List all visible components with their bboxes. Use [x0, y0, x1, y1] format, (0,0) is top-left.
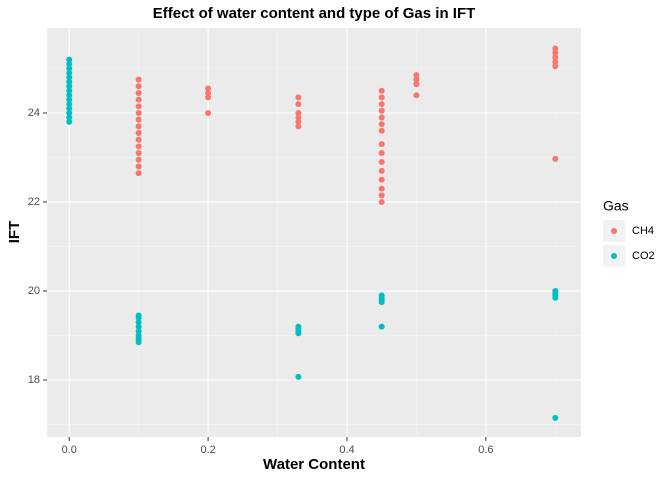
x-tick-label: 0.2	[200, 444, 215, 456]
point	[552, 54, 559, 61]
point	[378, 94, 385, 101]
point	[378, 323, 385, 330]
legend-marker	[611, 228, 617, 234]
point	[66, 96, 73, 103]
point	[378, 87, 385, 94]
point	[378, 176, 385, 183]
point	[378, 167, 385, 174]
point	[66, 101, 73, 108]
point	[295, 123, 302, 130]
point	[378, 114, 385, 121]
point	[378, 101, 385, 108]
point	[413, 81, 420, 88]
point	[66, 65, 73, 72]
point	[135, 328, 142, 335]
point	[378, 299, 385, 306]
point	[135, 136, 142, 143]
point	[205, 110, 212, 117]
point	[205, 89, 212, 96]
y-tick-label: 18	[28, 374, 40, 386]
point	[66, 87, 73, 94]
point	[295, 94, 302, 101]
point	[378, 185, 385, 192]
point	[378, 158, 385, 165]
point	[135, 76, 142, 83]
x-tick-label: 0.6	[478, 444, 493, 456]
point	[378, 141, 385, 148]
point	[413, 72, 420, 79]
legend-marker	[611, 253, 617, 259]
point	[66, 56, 73, 63]
point	[135, 103, 142, 110]
point	[66, 114, 73, 121]
point	[135, 156, 142, 163]
point	[66, 78, 73, 85]
point	[205, 94, 212, 101]
point	[295, 101, 302, 108]
point	[66, 69, 73, 76]
point	[378, 127, 385, 134]
point	[66, 83, 73, 90]
point	[295, 118, 302, 125]
point	[66, 74, 73, 81]
point	[552, 414, 559, 421]
point	[135, 110, 142, 117]
legend-title: Gas	[603, 198, 629, 214]
point	[552, 294, 559, 301]
point	[135, 89, 142, 96]
point	[135, 323, 142, 330]
point	[378, 150, 385, 157]
point	[135, 83, 142, 90]
point	[295, 330, 302, 337]
point	[135, 314, 142, 321]
point	[135, 170, 142, 177]
point	[66, 92, 73, 99]
legend-label: CO2	[632, 250, 655, 262]
panel	[47, 28, 581, 437]
point	[66, 110, 73, 117]
point	[135, 143, 142, 150]
y-tick-label: 24	[28, 107, 40, 119]
x-tick-label: 0.0	[62, 444, 77, 456]
chart-title: Effect of water content and type of Gas …	[153, 5, 476, 22]
point	[552, 45, 559, 52]
point	[135, 163, 142, 170]
point	[135, 116, 142, 123]
y-tick-label: 20	[28, 285, 40, 297]
point	[378, 199, 385, 206]
point	[378, 107, 385, 114]
point	[66, 118, 73, 125]
point	[295, 114, 302, 121]
legend-label: CH4	[632, 225, 654, 237]
point	[413, 92, 420, 99]
y-tick-label: 22	[28, 196, 40, 208]
point	[135, 123, 142, 130]
y-axis-label: IFT	[6, 221, 23, 244]
point	[135, 339, 142, 346]
point	[66, 61, 73, 68]
point	[135, 96, 142, 103]
x-tick-label: 0.4	[339, 444, 354, 456]
point	[295, 373, 302, 380]
x-axis-label: Water Content	[263, 456, 365, 473]
point	[295, 110, 302, 117]
point	[552, 58, 559, 65]
point	[552, 49, 559, 56]
point	[205, 85, 212, 92]
point	[378, 192, 385, 199]
point	[66, 105, 73, 112]
point	[552, 155, 559, 162]
point	[135, 319, 142, 326]
point	[135, 130, 142, 137]
point	[413, 76, 420, 83]
point	[552, 63, 559, 70]
point	[135, 150, 142, 157]
point	[378, 121, 385, 128]
